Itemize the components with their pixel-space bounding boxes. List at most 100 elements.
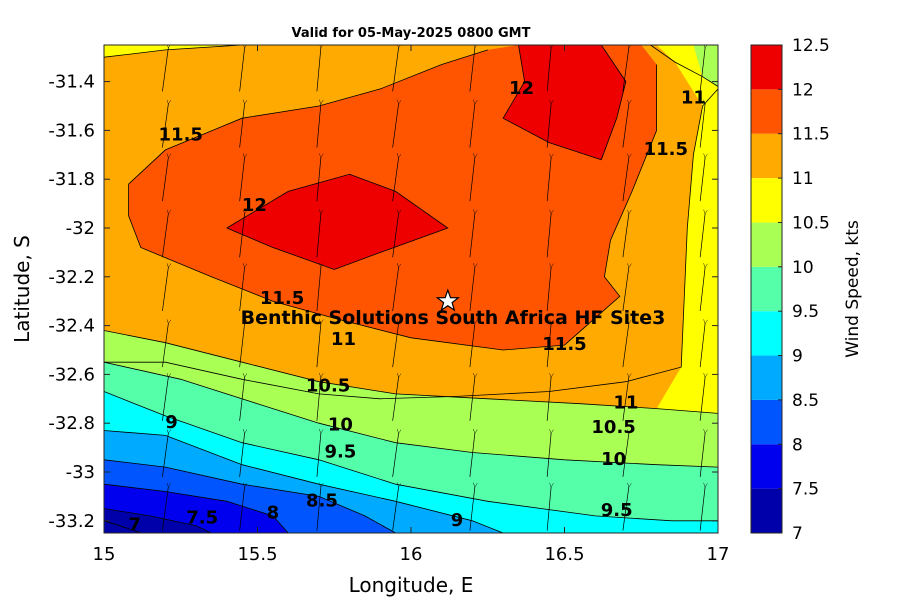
colorbar-tick-label-3: 8.5 <box>792 391 819 411</box>
x-tick-label-3: 16.5 <box>544 544 584 565</box>
wind-arrow-4-3 <box>392 267 399 312</box>
contour-label-extra-4: 10 <box>601 449 626 470</box>
wind-arrow-4-6 <box>622 267 629 312</box>
wind-arrow-0-1 <box>239 47 245 92</box>
x-tick-label-4: 17 <box>707 544 730 565</box>
colorbar-tick-label-9: 11.5 <box>792 125 830 145</box>
contour-line-7.5-13 <box>104 508 212 533</box>
y-tick-label-2: -31.8 <box>48 169 95 190</box>
colorbar-tick-label-2: 8 <box>792 435 803 455</box>
colorbar-tick-label-7: 10.5 <box>792 213 830 233</box>
wind-arrow-8-5 <box>546 487 551 531</box>
wind-arrow-6-2 <box>316 377 321 421</box>
y-tick-label-3: -32 <box>66 218 95 239</box>
colorbar-tick-label-1: 7.5 <box>792 480 819 500</box>
wind-arrow-1-4 <box>469 104 475 148</box>
colorbar-segment-4 <box>751 311 782 356</box>
colorbar-segment-1 <box>751 444 782 489</box>
y-tick-label-8: -33 <box>66 462 95 483</box>
wind-arrow-3-0 <box>162 213 168 258</box>
wind-arrow-5-0 <box>162 323 168 368</box>
wind-arrow-0-6 <box>622 47 629 92</box>
wind-arrow-4-2 <box>316 267 321 312</box>
wind-arrow-1-5 <box>546 104 551 148</box>
wind-arrow-5-7 <box>699 323 705 368</box>
wind-arrow-2-7 <box>699 157 705 202</box>
x-axis-ticks: 15 15.5 16 16.5 17 <box>93 45 730 565</box>
colorbar-tick-label-4: 9 <box>792 347 803 367</box>
wind-arrow-0-0 <box>162 47 168 92</box>
wind-arrow-7-0 <box>162 433 168 477</box>
contour-line-8.5-11 <box>104 459 396 533</box>
wind-arrow-7-7 <box>699 433 705 477</box>
contour-line-10.5-7 <box>104 330 718 414</box>
wind-arrow-2-5 <box>546 157 551 202</box>
y-tick-label-0: -31.4 <box>48 72 95 93</box>
contour-label-extra-6: 9 <box>451 510 464 531</box>
wind-arrow-0-4 <box>469 47 475 92</box>
contour-line-7-14 <box>104 520 141 533</box>
contour-label-extra-0: 11.5 <box>542 334 586 355</box>
plot-area: 11 11.5 11.5 11.5 12 12 10.5 10 9.5 9 8.5 8 7.5 7 11.5… <box>103 44 719 536</box>
wind-arrow-5-6 <box>622 323 629 368</box>
contour-label-10.5-7: 10.5 <box>306 376 350 397</box>
y-tick-label-5: -32.4 <box>48 316 95 337</box>
site-label: Benthic Solutions South Africa HF Site3 <box>241 307 666 329</box>
contour-label-12-6: 12 <box>509 78 534 99</box>
contour-line-11-1 <box>650 45 718 87</box>
contour-label-10-8: 10 <box>328 415 353 436</box>
contour-label-12-5: 12 <box>242 195 267 216</box>
colorbar-segment-2 <box>751 399 782 445</box>
y-tick-label-7: -32.8 <box>48 413 95 434</box>
contour-label-11.5-4: 11.5 <box>260 288 304 309</box>
wind-arrow-6-6 <box>622 377 629 421</box>
wind-arrow-0-5 <box>546 47 551 92</box>
contour-label-11.5-2: 11.5 <box>644 139 688 160</box>
wind-arrow-6-3 <box>392 377 399 421</box>
wind-arrow-6-7 <box>699 377 705 421</box>
wind-arrow-5-3 <box>392 323 399 368</box>
contour-band-12-2 <box>503 45 626 160</box>
contour-line-12-5 <box>226 173 449 270</box>
contour-line-11.5-3 <box>128 49 488 185</box>
colorbar-tick-label-5: 9.5 <box>792 302 819 322</box>
contour-label-extra-1: 11 <box>331 329 356 350</box>
x-tick-label-1: 15.5 <box>237 544 277 565</box>
wind-arrow-8-0 <box>162 487 168 531</box>
colorbar-tick-label-8: 11 <box>792 169 814 189</box>
colorbar-segment-5 <box>751 266 782 312</box>
wind-arrow-3-6 <box>622 213 629 258</box>
contour-line-11-0 <box>104 45 243 58</box>
wind-arrow-8-4 <box>469 487 475 531</box>
wind-arrow-5-5 <box>546 323 551 368</box>
colorbar-tick-label-0: 7 <box>792 524 803 544</box>
wind-arrow-6-0 <box>162 377 168 421</box>
contour-label-11.5-3: 11.5 <box>159 124 203 145</box>
wind-arrow-1-1 <box>239 104 245 148</box>
wind-arrow-1-3 <box>392 104 399 148</box>
contour-line-11.5-4 <box>128 64 657 351</box>
colorbar-tick-label-11: 12.5 <box>792 36 830 56</box>
contour-line-10-8 <box>104 361 718 468</box>
contour-label-extra-5: 9.5 <box>601 500 633 521</box>
contour-line-9-10 <box>104 430 504 533</box>
contour-line-12-6 <box>502 45 627 161</box>
wind-arrow-2-1 <box>239 157 245 202</box>
y-axis-ticks: -31.4 -31.6 -31.8 -32 -32.2 -32.4 -32.6 -32.8 -3… <box>48 72 718 532</box>
wind-arrow-7-3 <box>392 433 399 477</box>
wind-arrow-1-7 <box>699 104 705 148</box>
wind-arrow-7-1 <box>239 433 245 477</box>
site-star-icon <box>435 288 460 312</box>
colorbar-tick-label-10: 12 <box>792 80 814 100</box>
colorbar-segment-7 <box>751 178 782 223</box>
wind-arrow-3-7 <box>699 213 705 258</box>
wind-arrow-3-3 <box>392 213 399 258</box>
wind-arrow-3-2 <box>316 213 321 258</box>
band-7.5 <box>104 508 212 533</box>
y-tick-label-9: -33.2 <box>48 511 95 532</box>
wind-arrow-1-2 <box>316 104 321 148</box>
wind-arrow-7-5 <box>546 433 551 477</box>
wind-arrow-7-6 <box>622 433 629 477</box>
wind-arrow-0-7 <box>699 47 705 92</box>
x-tick-label-0: 15 <box>93 544 116 565</box>
